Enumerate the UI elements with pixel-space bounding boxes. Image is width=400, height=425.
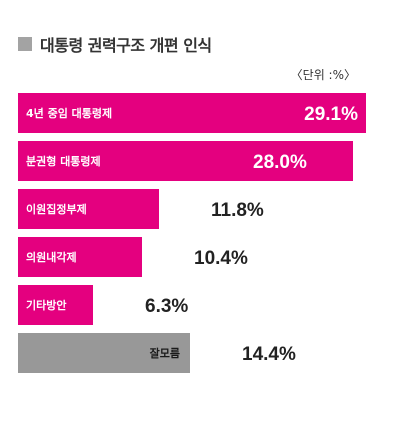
category-label-0: 4년 중임 대통령제 <box>26 106 112 120</box>
category-label-1: 분권형 대통령제 <box>26 154 101 168</box>
category-label-2: 이원집정부제 <box>26 202 87 216</box>
value-label-0: 29.1% <box>304 104 358 125</box>
chart-title: 대통령 권력구조 개편 인식 <box>40 36 212 55</box>
value-label-2: 11.8% <box>211 200 264 221</box>
value-label-5: 14.4% <box>242 344 296 365</box>
bar-0 <box>18 93 366 133</box>
bar-4 <box>18 285 93 325</box>
value-label-1: 28.0% <box>253 152 307 173</box>
title-row: 대통령 권력구조 개편 인식 <box>18 33 212 55</box>
bar-1 <box>18 141 353 181</box>
category-label-4: 기타방안 <box>26 298 66 312</box>
title-square-icon <box>18 37 32 51</box>
category-label-5: 잘모름 <box>150 347 180 360</box>
bar-3 <box>18 237 142 277</box>
bar-5 <box>18 333 190 373</box>
unit-note: 〈단위 :%〉 <box>290 68 356 82</box>
value-label-3: 10.4% <box>194 248 248 269</box>
bar-2 <box>18 189 159 229</box>
category-label-3: 의원내각제 <box>26 250 77 264</box>
value-label-4: 6.3% <box>145 296 188 317</box>
